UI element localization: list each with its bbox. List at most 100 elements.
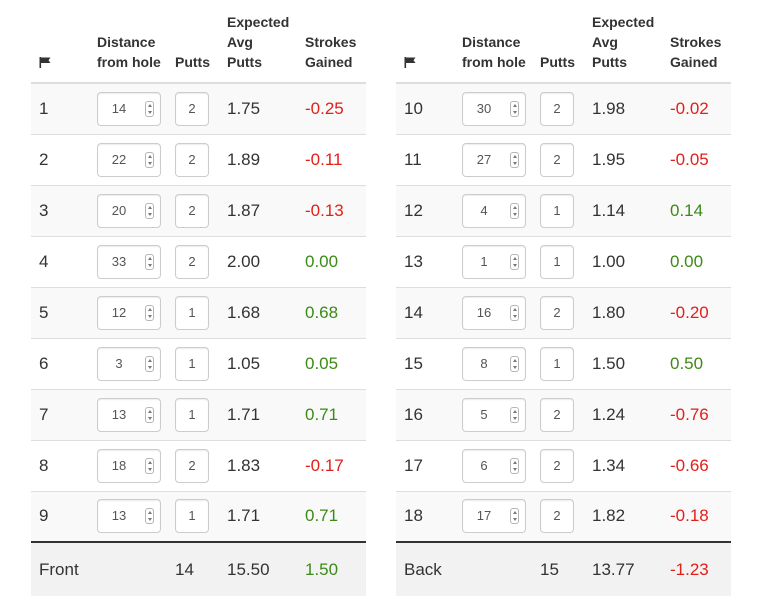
- spinner-icon[interactable]: [510, 202, 519, 219]
- expected-avg-putts: 1.34: [592, 439, 670, 491]
- distance-value: 18: [111, 457, 127, 473]
- spinner-icon[interactable]: [145, 304, 154, 321]
- putts-input[interactable]: 1: [175, 397, 209, 432]
- spinner-icon[interactable]: [510, 100, 519, 117]
- spinner-icon[interactable]: [510, 304, 519, 321]
- distance-cell: 18: [97, 439, 175, 491]
- putts-input[interactable]: 1: [175, 499, 209, 534]
- putts-cell: 2: [540, 286, 592, 338]
- distance-input[interactable]: 1: [462, 244, 526, 279]
- spinner-icon[interactable]: [145, 406, 154, 423]
- strokes-gained: -0.05: [670, 133, 731, 185]
- putts-input[interactable]: 2: [175, 193, 209, 228]
- spinner-icon[interactable]: [510, 508, 519, 525]
- distance-input[interactable]: 12: [97, 295, 161, 330]
- hole-number: 4: [31, 235, 97, 287]
- strokes-gained: 0.50: [670, 337, 731, 389]
- distance-input[interactable]: 30: [462, 91, 526, 126]
- distance-cell: 33: [97, 235, 175, 287]
- putts-input[interactable]: 2: [540, 142, 574, 177]
- distance-cell: 14: [97, 83, 175, 134]
- putts-input[interactable]: 2: [540, 91, 574, 126]
- strokes-gained: -0.02: [670, 83, 731, 134]
- distance-input[interactable]: 16: [462, 295, 526, 330]
- putts-input[interactable]: 2: [175, 142, 209, 177]
- spinner-icon[interactable]: [510, 151, 519, 168]
- distance-input[interactable]: 13: [97, 397, 161, 432]
- hole-number: 16: [396, 388, 462, 440]
- putts-cell: 1: [540, 184, 592, 236]
- strokes-gained-column-header: Strokes Gained: [305, 0, 366, 84]
- hole-row: 14 16 2 1.80 -0.20: [396, 286, 731, 338]
- putts-cell: 2: [540, 490, 592, 542]
- table-header-row: Distance from hole Putts Expected Avg Putts…: [396, 0, 731, 84]
- front-total-row: Front 14 15.50 1.50: [31, 541, 366, 596]
- putts-input[interactable]: 1: [175, 346, 209, 381]
- strokes-gained: -0.20: [670, 286, 731, 338]
- putts-input[interactable]: 2: [540, 448, 574, 483]
- putts-input[interactable]: 2: [540, 499, 574, 534]
- total-distance-empty: [462, 541, 540, 596]
- hole-column-header: [31, 0, 97, 84]
- spinner-icon[interactable]: [145, 508, 154, 525]
- hole-number: 2: [31, 133, 97, 185]
- putts-input[interactable]: 1: [540, 244, 574, 279]
- spinner-icon[interactable]: [145, 151, 154, 168]
- distance-input[interactable]: 4: [462, 193, 526, 228]
- spinner-icon[interactable]: [510, 457, 519, 474]
- putts-input[interactable]: 2: [175, 448, 209, 483]
- spinner-icon[interactable]: [145, 253, 154, 270]
- putts-input[interactable]: 2: [175, 91, 209, 126]
- putts-cell: 2: [175, 133, 227, 185]
- distance-input[interactable]: 17: [462, 499, 526, 534]
- hole-row: 16 5 2 1.24 -0.76: [396, 388, 731, 440]
- putts-cell: 2: [175, 184, 227, 236]
- putts-input[interactable]: 2: [175, 244, 209, 279]
- distance-input[interactable]: 27: [462, 142, 526, 177]
- putts-input[interactable]: 2: [540, 397, 574, 432]
- putts-input[interactable]: 2: [540, 295, 574, 330]
- putts-input[interactable]: 1: [540, 193, 574, 228]
- distance-input[interactable]: 3: [97, 346, 161, 381]
- hole-row: 9 13 1 1.71 0.71: [31, 490, 366, 542]
- hole-number: 9: [31, 490, 97, 542]
- putts-input[interactable]: 1: [540, 346, 574, 381]
- putts-input[interactable]: 1: [175, 295, 209, 330]
- table-header-row: Distance from hole Putts Expected Avg Putts…: [31, 0, 366, 84]
- distance-cell: 1: [462, 235, 540, 287]
- spinner-icon[interactable]: [145, 100, 154, 117]
- expected-avg-putts: 1.71: [227, 388, 305, 440]
- spinner-icon[interactable]: [145, 457, 154, 474]
- distance-input[interactable]: 33: [97, 244, 161, 279]
- hole-row: 6 3 1 1.05 0.05: [31, 337, 366, 389]
- distance-input[interactable]: 18: [97, 448, 161, 483]
- spinner-icon[interactable]: [510, 355, 519, 372]
- spinner-icon[interactable]: [510, 253, 519, 270]
- distance-input[interactable]: 20: [97, 193, 161, 228]
- spinner-icon[interactable]: [510, 406, 519, 423]
- distance-input[interactable]: 14: [97, 91, 161, 126]
- expected-avg-putts: 1.98: [592, 83, 670, 134]
- distance-value: 33: [111, 253, 127, 269]
- distance-input[interactable]: 8: [462, 346, 526, 381]
- hole-row: 5 12 1 1.68 0.68: [31, 286, 366, 338]
- putts-cell: 1: [175, 490, 227, 542]
- distance-input[interactable]: 13: [97, 499, 161, 534]
- hole-number: 12: [396, 184, 462, 236]
- distance-input[interactable]: 5: [462, 397, 526, 432]
- distance-input[interactable]: 6: [462, 448, 526, 483]
- hole-number: 14: [396, 286, 462, 338]
- back-nine-panel: Distance from hole Putts Expected Avg Putts…: [396, 0, 731, 596]
- putts-cell: 1: [175, 286, 227, 338]
- distance-value: 13: [111, 508, 127, 524]
- expected-avg-putts: 1.68: [227, 286, 305, 338]
- spinner-icon[interactable]: [145, 202, 154, 219]
- expected-avg-putts: 1.95: [592, 133, 670, 185]
- hole-number: 1: [31, 83, 97, 134]
- distance-value: 16: [476, 304, 492, 320]
- hole-number: 11: [396, 133, 462, 185]
- total-expected: 15.50: [227, 541, 305, 596]
- distance-input[interactable]: 22: [97, 142, 161, 177]
- spinner-icon[interactable]: [145, 355, 154, 372]
- expected-avg-putts: 2.00: [227, 235, 305, 287]
